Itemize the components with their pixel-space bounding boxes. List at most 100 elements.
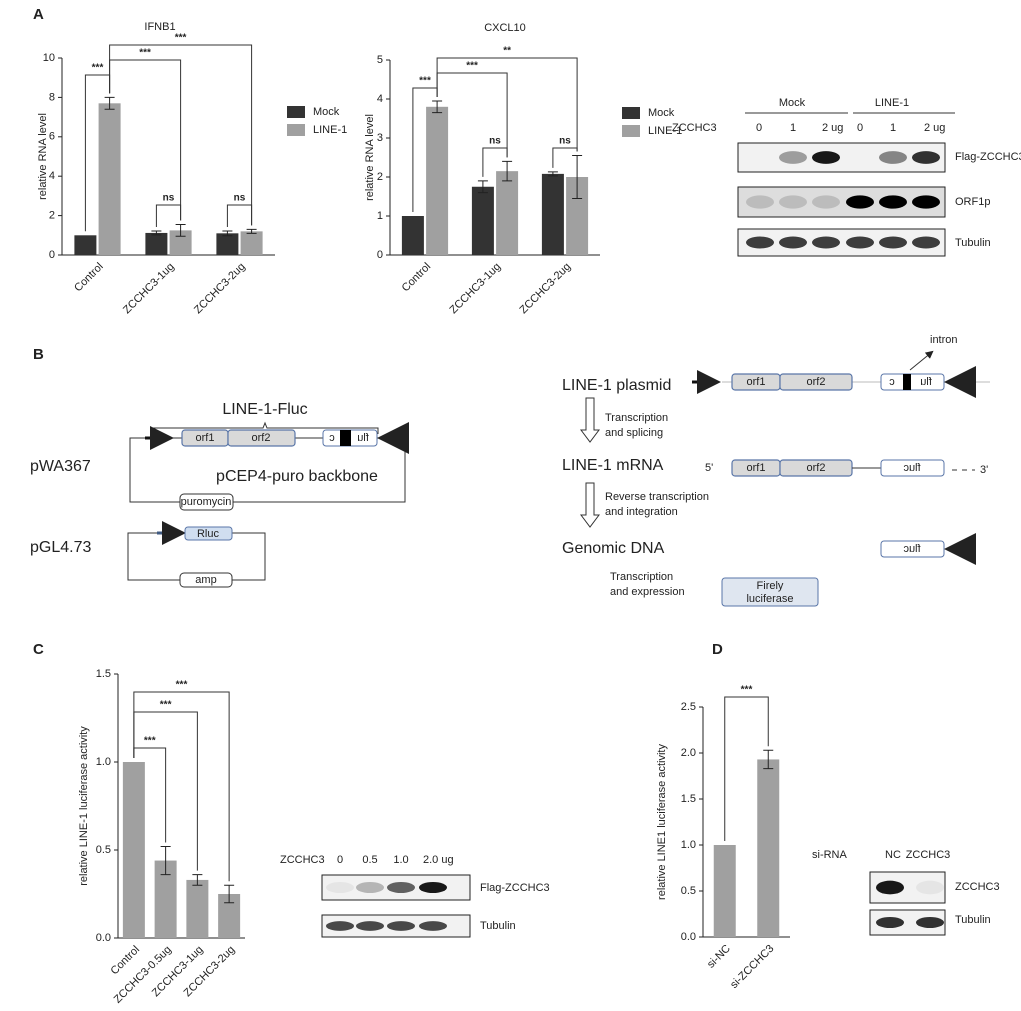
legend-label: LINE-1 [648,125,682,137]
marker-label: amp [195,574,216,586]
step-arrow [580,482,600,528]
panel-label: B [33,346,44,363]
bar [240,231,263,255]
y-tick-label: 3 [377,132,383,144]
orf-box [779,373,853,391]
x-tick-label: Control [72,261,106,295]
orf-label: orf1 [196,432,215,444]
x-tick-label: ZCCHC3-1ug [121,261,177,317]
legend-label: Mock [313,106,340,118]
bar [757,759,780,937]
significance-bracket [552,147,578,168]
luc-label: c [329,432,335,444]
marker-label: puromycin [181,496,232,508]
band-label: Tubulin [955,914,991,926]
band-label: Tubulin [955,237,991,249]
x-tick-label: ZCCHC3-1ug [448,261,504,317]
y-axis-label: relative RNA level [364,114,376,201]
y-tick-label: 1 [377,210,383,222]
panel-label: C [33,641,44,658]
legend-swatch [622,107,640,119]
stage-label: Genomic DNA [562,540,665,557]
reporter-box [184,526,233,541]
lane-label: 2 ug [924,122,945,134]
chart-title: IFNB1 [144,21,175,33]
end-label: 5' [705,462,713,474]
blot-band [912,236,940,249]
significance-label: *** [144,736,156,747]
plasmid-name: pGL4.73 [30,539,91,556]
lane-label: 0.5 [362,854,377,866]
marker-box [179,493,234,511]
legend-swatch [287,106,305,118]
bar [566,177,589,255]
bar [186,879,209,938]
bar [216,233,239,255]
bar [145,232,168,255]
blot-frame [737,142,946,173]
bar-chart: 0 2 4 6 8 10 IFNB1 relative RNA level Control ZCC… [37,21,347,316]
significance-label: ns [559,136,571,147]
y-tick-label: 2.0 [681,747,696,759]
orf-label: orf1 [747,376,766,388]
reporter-label: Rluc [197,528,220,540]
row-label: ZCCHC3 [280,854,325,866]
y-tick-label: 2.5 [681,701,696,713]
significance-label: *** [176,680,188,691]
step-label: Transcription [610,571,673,583]
orf-label: orf2 [252,432,271,444]
blot-band [812,151,840,164]
significance-label: *** [466,61,478,72]
blot-band [419,882,447,893]
blot-band [879,236,907,249]
blot-band [846,195,874,209]
chart-title: CXCL10 [484,22,526,34]
intron-label: intron [930,334,958,346]
band-label: Flag-ZCCHC3 [955,151,1021,163]
error-bar [572,155,583,199]
luc-label: fluc [903,462,921,474]
significance-bracket [724,696,769,841]
legend-label: LINE-1 [313,124,347,136]
luc-label: flu [357,432,369,444]
significance-label: ns [489,136,501,147]
band-label: Flag-ZCCHC3 [480,882,550,894]
end-label: 3' [980,464,988,476]
lane-label: 2.0 ug [423,854,454,866]
backbone-label: pCEP4-puro backbone [216,468,378,485]
bar-chart: 0.0 0.5 1.0 1.5 relative LINE-1 luciferase a… [78,668,245,1006]
y-tick-label: 1.5 [96,668,111,680]
construct-title: LINE-1-Fluc [222,401,307,418]
x-tick-label: ZCCHC3-2ug [192,261,248,317]
bar [401,216,424,255]
error-bar [175,223,186,237]
y-tick-label: 10 [43,52,55,64]
stage-label: LINE-1 mRNA [562,457,664,474]
blot-a: Mock LINE-1 ZCCHC3 0 1 2 ug 0 1 2 ug Fla… [672,97,1021,249]
step-label: Transcription [605,412,668,424]
y-axis-label: relative RNA level [37,113,49,200]
significance-label: *** [741,685,753,696]
significance-bracket [109,44,253,226]
bar-chart: 0.0 0.5 1.0 1.5 2.0 2.5 relative LINE1 lucifer… [656,685,790,991]
lane-label: 2 ug [822,122,843,134]
error-bar [222,230,233,237]
error-bar [432,100,443,114]
significance-label: *** [175,33,187,44]
diagram-right: LINE-1 plasmid orf1 orf2 c flu intron Tr… [562,334,990,607]
intron-pointer [909,350,934,371]
product-box [721,577,819,607]
error-bar [224,884,235,904]
intron [340,430,351,446]
blot-band [356,882,384,893]
bar [218,894,241,938]
blot-band [419,921,447,931]
blot-frame [737,186,946,218]
y-tick-label: 0 [49,249,55,261]
band-label: ZCCHC3 [955,881,1000,893]
blot-band [812,236,840,249]
x-tick-label: si-ZCCHC3 [728,943,776,991]
y-tick-label: 1.5 [681,793,696,805]
significance-bracket [155,204,182,227]
